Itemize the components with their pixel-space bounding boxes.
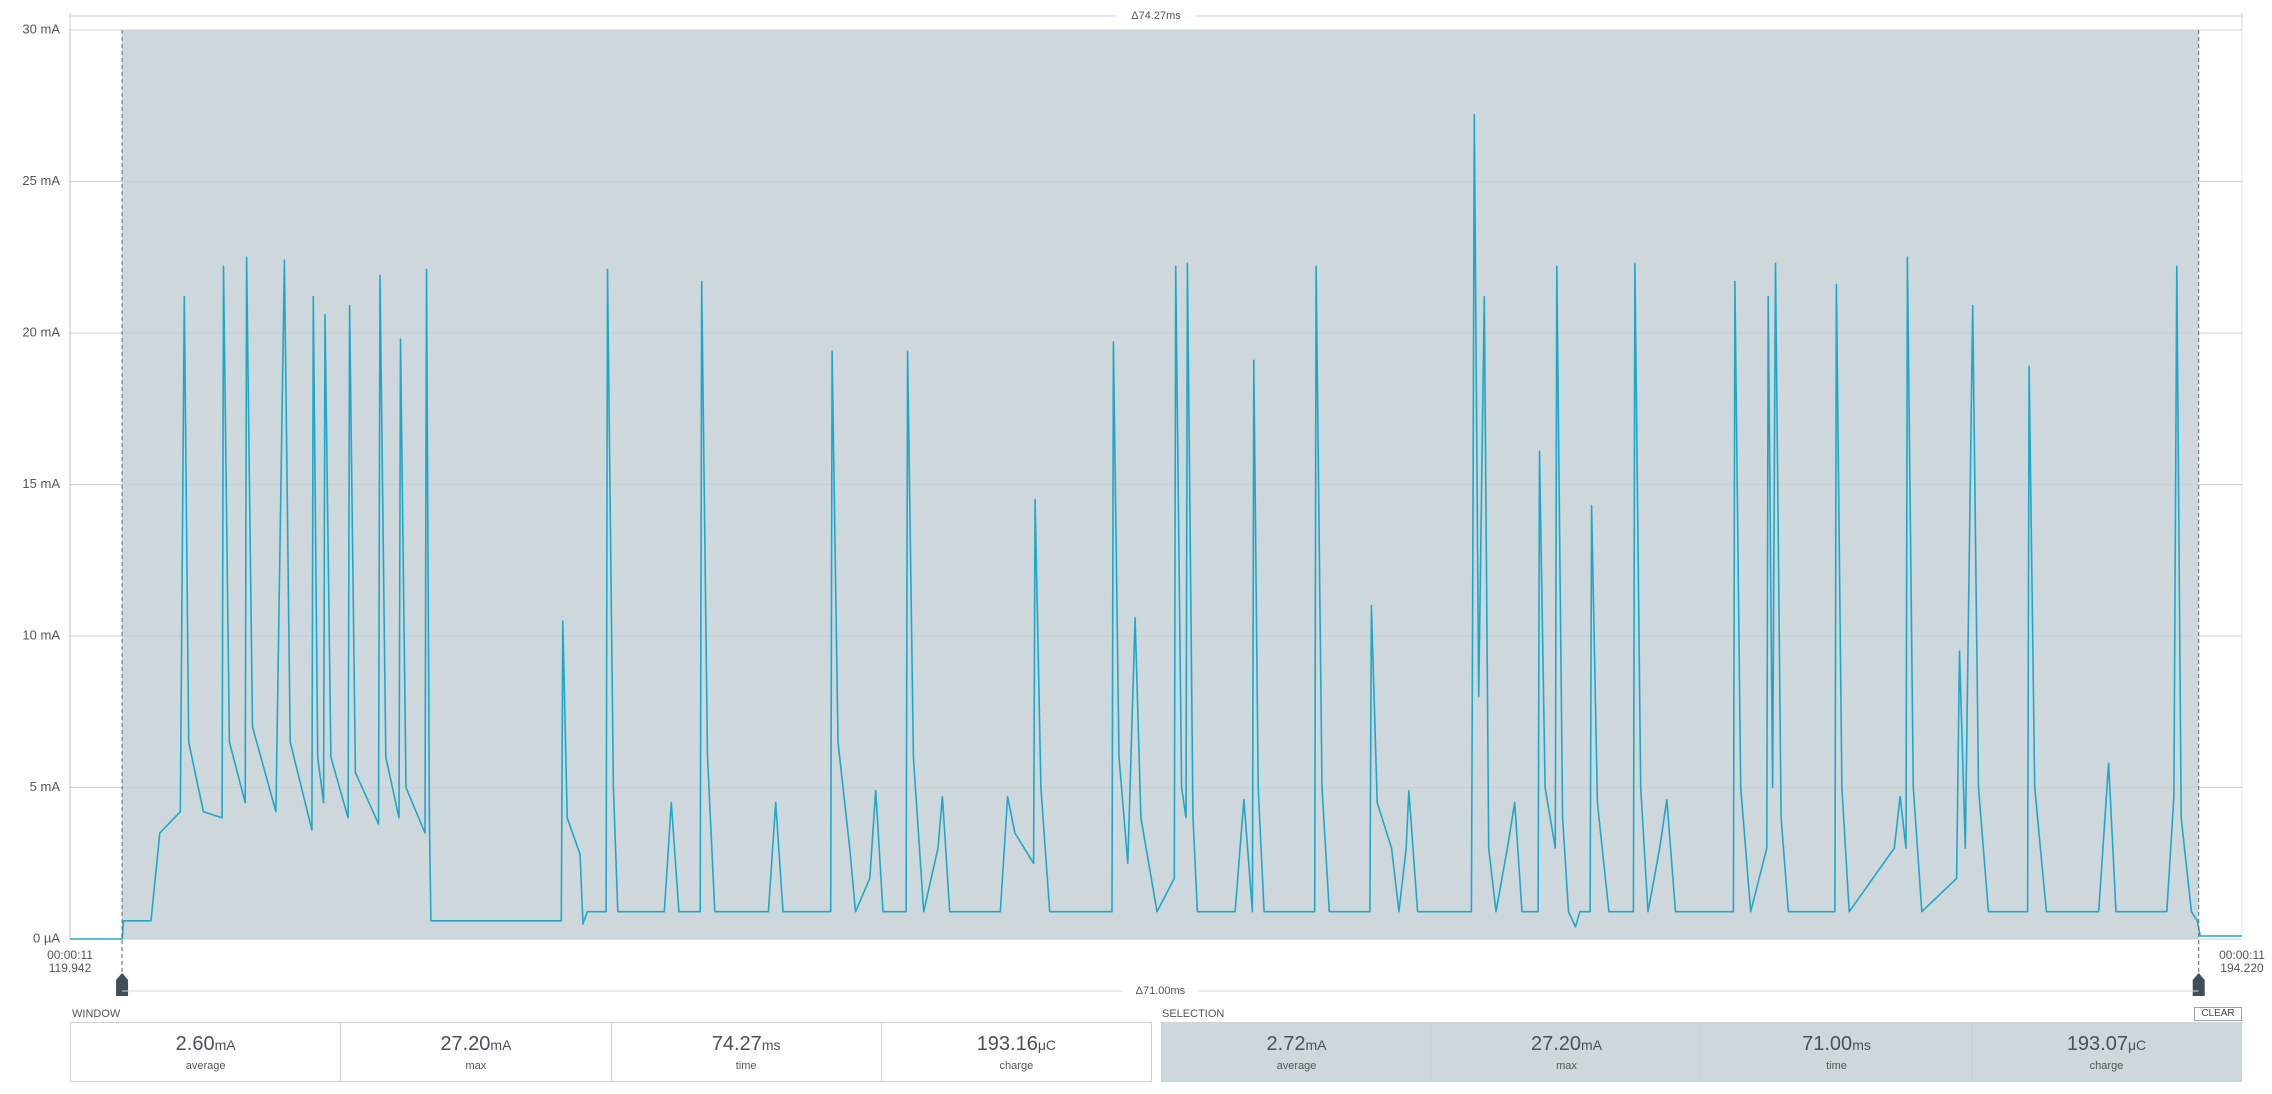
stat-unit: μC: [2127, 1036, 2147, 1053]
stat-row: 74.27ms: [712, 1033, 781, 1056]
stat-cell: 2.60mA average: [71, 1023, 342, 1081]
stat-unit: mA: [1581, 1036, 1603, 1053]
stat-label: charge: [999, 1059, 1034, 1072]
stat-unit: ms: [761, 1036, 781, 1053]
stat-value: 2.72: [1266, 1032, 1306, 1055]
stat-label: time: [735, 1059, 757, 1072]
y-tick-label: 10 mA: [22, 627, 60, 642]
stat-cell: 193.07μC charge: [1972, 1023, 2241, 1081]
stat-row: 2.60mA: [176, 1033, 236, 1056]
stat-label: average: [1276, 1059, 1317, 1072]
end-time-ms: 194.220: [2220, 961, 2264, 975]
stat-label: average: [185, 1059, 226, 1072]
stat-cell: 2.72mA average: [1162, 1023, 1432, 1081]
y-tick-label: 30 mA: [22, 21, 60, 36]
stat-value: 71.00: [1802, 1032, 1853, 1055]
y-tick-label: 20 mA: [22, 324, 60, 339]
stat-label: max: [1556, 1059, 1577, 1072]
y-tick-label: 25 mA: [22, 173, 60, 188]
window-delta-bg: [1116, 7, 1196, 25]
selection-handle: [116, 973, 129, 996]
window-title: WINDOW: [72, 1008, 121, 1020]
chart: 0 µA 5 mA 10 mA 15 mA 20 mA 25 mA 30 mA Δ74.27m…: [22, 7, 2266, 999]
selection-delta-bg: [1122, 983, 1199, 999]
stat-label: time: [1826, 1059, 1847, 1072]
selection-handle: [2192, 973, 2205, 996]
clear-button[interactable]: CLEAR: [2194, 1007, 2242, 1021]
stat-cell: 74.27ms time: [612, 1023, 882, 1081]
window-delta: Δ74.27ms: [1131, 10, 1181, 22]
stat-unit: mA: [1305, 1036, 1327, 1053]
stat-unit: μC: [1037, 1036, 1057, 1053]
stat-unit: mA: [214, 1036, 236, 1053]
window-stats: 2.60mA average 27.20mA max 74.27ms time 193.16…: [70, 1022, 1152, 1082]
stat-row: 193.16μC: [977, 1033, 1056, 1056]
stat-row: 27.20mA: [440, 1033, 511, 1056]
stat-row: 27.20mA: [1531, 1033, 1602, 1056]
stat-value: 74.27: [711, 1032, 762, 1055]
selection-title: SELECTION: [1162, 1008, 1225, 1020]
current-trace: [70, 114, 2242, 940]
stat-value: 193.07: [2066, 1032, 2128, 1055]
end-time: 00:00:11: [2219, 948, 2265, 962]
stat-unit: mA: [490, 1036, 512, 1053]
stat-cell: 27.20mA max: [341, 1023, 612, 1081]
y-tick-label: 5 mA: [30, 779, 61, 794]
stat-value: 27.20: [440, 1032, 491, 1055]
stat-cell: 193.16μC charge: [882, 1023, 1151, 1081]
stat-cell: 27.20mA max: [1432, 1023, 1702, 1081]
stat-row: 2.72mA: [1267, 1033, 1327, 1056]
selection-delta: Δ71.00ms: [1136, 985, 1186, 997]
stat-value: 2.60: [175, 1032, 215, 1055]
stat-value: 193.16: [976, 1032, 1038, 1055]
stat-value: 27.20: [1530, 1032, 1582, 1055]
y-tick-label: 15 mA: [22, 476, 60, 491]
stat-row: 71.00ms: [1802, 1033, 1871, 1056]
selection-stats: 2.72mA average 27.20mA max 71.00ms time 193.07…: [1161, 1022, 2242, 1082]
start-time-ms: 119.942: [49, 961, 92, 975]
stat-unit: ms: [1852, 1036, 1871, 1053]
y-tick-label: 0 µA: [33, 930, 60, 945]
stat-label: max: [465, 1059, 487, 1072]
stat-row: 193.07μC: [2067, 1033, 2146, 1056]
stat-label: charge: [2089, 1059, 2124, 1072]
stat-cell: 71.00ms time: [1702, 1023, 1972, 1081]
start-time: 00:00:11: [47, 948, 93, 962]
